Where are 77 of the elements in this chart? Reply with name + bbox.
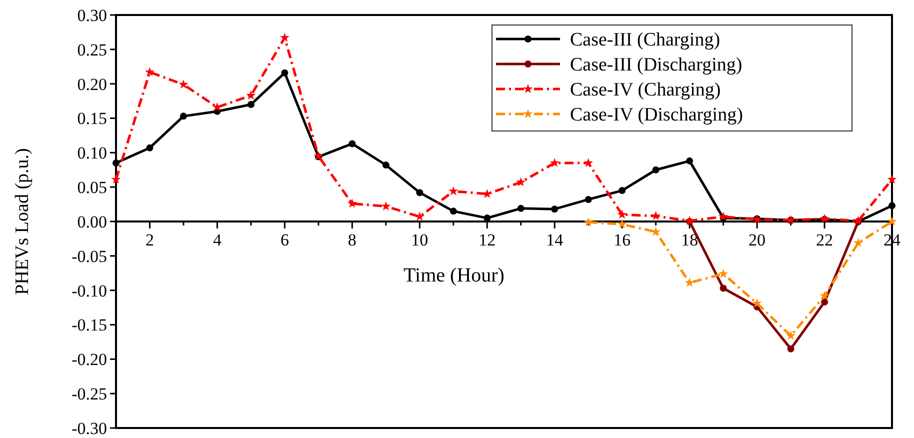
y-tick-label: -0.10 xyxy=(72,281,107,300)
point xyxy=(450,208,457,215)
legend-label: Case-III (Charging) xyxy=(570,30,720,51)
point xyxy=(720,284,727,292)
point xyxy=(617,210,627,219)
x-tick-label: 20 xyxy=(748,230,766,250)
point xyxy=(482,188,492,198)
point xyxy=(752,298,762,308)
point xyxy=(280,32,290,42)
point xyxy=(111,174,121,184)
point xyxy=(247,100,254,108)
point xyxy=(212,102,222,112)
x-tick-label: 2 xyxy=(145,230,154,250)
y-tick-label: 0.25 xyxy=(77,40,107,60)
point xyxy=(551,206,558,213)
point xyxy=(618,187,626,194)
point xyxy=(684,216,694,225)
point xyxy=(718,268,728,278)
point xyxy=(718,212,728,221)
y-tick-label: -0.20 xyxy=(72,350,107,370)
x-axis-title: Time (Hour) xyxy=(404,264,504,286)
point xyxy=(652,166,660,174)
point xyxy=(820,290,830,300)
point xyxy=(416,189,424,196)
point xyxy=(584,217,594,226)
point xyxy=(887,174,897,184)
point xyxy=(821,298,828,306)
legend-label: Case-IV (Charging) xyxy=(570,80,721,101)
point xyxy=(448,186,458,196)
point xyxy=(787,345,794,352)
y-tick-label: -0.15 xyxy=(72,316,107,335)
legend-label: Case-IV (Discharging) xyxy=(570,104,743,126)
y-tick-label: 0.30 xyxy=(77,6,107,25)
point xyxy=(112,159,120,166)
point xyxy=(786,330,796,340)
y-tick-label: 0.05 xyxy=(77,178,107,198)
point xyxy=(888,202,896,210)
x-tick-label: 16 xyxy=(614,230,631,250)
x-tick-label: 12 xyxy=(478,230,496,250)
x-tick-label: 8 xyxy=(348,230,356,250)
point xyxy=(854,238,864,247)
point xyxy=(382,162,390,169)
point xyxy=(686,157,694,164)
x-tick-label: 22 xyxy=(816,230,834,250)
x-tick-label: 4 xyxy=(212,230,222,250)
x-tick-label: 10 xyxy=(411,230,428,250)
point xyxy=(684,278,694,287)
point xyxy=(651,210,661,220)
point xyxy=(617,219,627,228)
point xyxy=(144,67,154,76)
y-tick-label: 0.20 xyxy=(77,74,107,94)
legend-label: Case-III (Discharging) xyxy=(570,54,742,76)
point xyxy=(887,216,897,226)
point xyxy=(550,158,560,168)
y-tick-label: -0.05 xyxy=(72,246,107,266)
point xyxy=(347,198,357,208)
point xyxy=(517,204,524,212)
point xyxy=(584,158,594,168)
y-tick-label: 0.10 xyxy=(77,144,107,163)
x-tick-label: 14 xyxy=(546,230,564,250)
y-tick-label: 0.00 xyxy=(77,212,107,232)
point xyxy=(146,144,154,152)
point xyxy=(348,140,356,148)
point xyxy=(180,112,187,120)
y-tick-label: -0.30 xyxy=(72,418,107,438)
y-tick-label: 0.15 xyxy=(77,109,107,128)
point xyxy=(854,216,864,225)
y-axis-title: PHEVs Load (p.u.) xyxy=(12,148,33,295)
point xyxy=(584,196,592,203)
point xyxy=(178,80,188,89)
y-tick-label: -0.25 xyxy=(72,384,107,404)
point xyxy=(651,226,661,236)
point xyxy=(516,177,526,186)
x-tick-label: 6 xyxy=(280,230,289,250)
point xyxy=(281,69,288,76)
point xyxy=(246,90,256,100)
point xyxy=(381,201,391,210)
